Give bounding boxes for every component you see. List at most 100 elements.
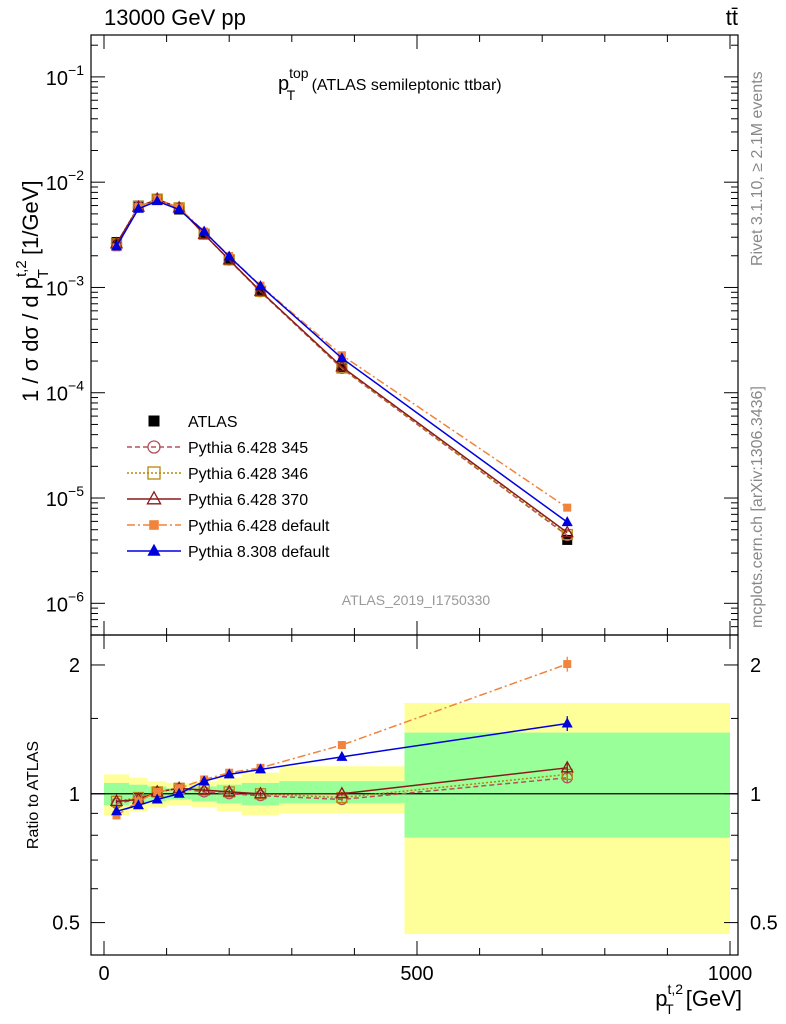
ratio-bands: [104, 702, 730, 935]
series-5-point-4: [198, 225, 210, 236]
series-5-point-8: [561, 516, 573, 527]
y-tick-exp: −1: [68, 62, 84, 78]
y-tick-base: 10: [46, 278, 68, 300]
x-axis-label: pt,2 T [GeV]: [655, 981, 742, 1017]
ratio-4-point-8: [561, 717, 573, 728]
ratio-4-point-0: [111, 805, 123, 816]
legend-marker-3: [146, 490, 162, 505]
rivet-label: Rivet 3.1.10, ≥ 2.1M events: [749, 71, 766, 266]
y-tick-exp: −4: [68, 378, 84, 394]
legend-marker-4: [149, 520, 159, 530]
ratio-4-point-1: [132, 799, 144, 810]
ratio-2-point-8: [560, 760, 574, 773]
y-tick-base: 10: [46, 384, 68, 406]
y-label-sup: t,2: [13, 260, 30, 277]
x-tick-label-2: 1000: [708, 963, 753, 985]
ratio-4-point-2: [151, 793, 163, 804]
y-axis-label-ratio: Ratio to ATLAS: [25, 741, 42, 849]
ratio-4-point-7: [336, 750, 348, 761]
y-axis-label-top: 1 / σ dσ / d pt,2 T [1/GeV]: [13, 180, 52, 402]
ratio-4-point-3: [173, 787, 185, 798]
y-tick-label-ratio-right-2: 2: [750, 655, 761, 677]
y-tick-label-top-2: 10−4: [46, 378, 84, 406]
ratio-4-point-6: [255, 763, 266, 774]
series-5-point-1: [132, 202, 144, 213]
y-tick-label-ratio-right-0: 0.5: [750, 913, 778, 935]
title-sup: top: [289, 65, 309, 81]
series-3-point-7: [335, 359, 349, 372]
y-label-part1: 1 / σ dσ / d p: [18, 277, 43, 402]
series-5-point-5: [223, 250, 235, 261]
x-label-sup: t,2: [668, 981, 684, 997]
y-tick-label-top-5: 10−1: [46, 62, 84, 90]
x-label-unit: [GeV]: [680, 986, 742, 1011]
legend-marker-5: [147, 543, 161, 556]
y-tick-label-ratio-2: 2: [69, 655, 80, 677]
x-tick-label-0: 0: [98, 963, 109, 985]
ratio-series: [109, 656, 574, 820]
series-5-point-3: [173, 203, 185, 214]
ratio-3-point-8: [563, 660, 572, 669]
ratio-4-point-4: [198, 775, 210, 786]
header-right: tt̄: [726, 5, 738, 30]
y-tick-base: 10: [46, 68, 68, 90]
legend-label-5: Pythia 8.308 default: [188, 544, 330, 561]
y-tick-label-ratio-right-1: 1: [750, 784, 761, 806]
legend-label-2: Pythia 6.428 346: [188, 466, 308, 483]
legend-marker-0: [148, 415, 160, 427]
series-2-point-7: [336, 362, 348, 374]
y-tick-label-ratio-0: 0.5: [52, 913, 80, 935]
legend-marker-1: [147, 440, 161, 454]
mcplots-label: mcplots.cern.ch [arXiv:1306.3436]: [749, 386, 766, 628]
y-tick-base: 10: [46, 594, 68, 616]
ratio-plot-frame: [90, 634, 739, 956]
x-label-sub: T: [665, 1001, 674, 1017]
analysis-id: ATLAS_2019_I1750330: [342, 592, 491, 608]
series-4-point-8: [563, 503, 572, 512]
legend-label-4: Pythia 6.428 default: [188, 518, 330, 535]
series-5-point-0: [111, 240, 123, 251]
title-main: p: [278, 73, 289, 95]
y-tick-label-top-1: 10−5: [46, 483, 84, 511]
y-tick-label-top-0: 10−6: [46, 588, 84, 616]
y-tick-base: 10: [46, 173, 68, 195]
ratio-2-point-6: [253, 786, 268, 799]
y-tick-label-ratio-1: 1: [69, 784, 80, 806]
legend-label-1: Pythia 6.428 345: [188, 440, 308, 457]
series-3-point-8: [560, 525, 574, 538]
y-tick-label-top-4: 10−2: [46, 167, 84, 195]
series-3-point-6: [253, 283, 268, 296]
series-5-point-2: [151, 195, 163, 206]
series-5-point-6: [255, 280, 266, 291]
ratio-2-point-5: [222, 784, 236, 797]
main-series: [109, 191, 574, 545]
legend-marker-2: [147, 466, 161, 480]
legend-label-0: ATLAS: [188, 414, 238, 431]
x-label-main: p: [655, 986, 667, 1011]
title-rest: (ATLAS semileptonic ttbar): [307, 77, 501, 94]
ratio-2-point-7: [335, 786, 349, 799]
legend-label-3: Pythia 6.428 370: [188, 492, 308, 509]
y-tick-exp: −2: [68, 167, 84, 183]
y-tick-base: 10: [46, 489, 68, 511]
y-label-unit: [1/GeV]: [18, 180, 43, 261]
ratio-line-3: [116, 663, 568, 817]
ratio-3-point-7: [337, 741, 346, 750]
y-tick-exp: −6: [68, 588, 84, 604]
series-5-point-7: [336, 352, 348, 363]
band-inner-8: [404, 732, 730, 838]
y-tick-exp: −5: [68, 483, 84, 499]
ratio-3-point-0: [112, 811, 121, 820]
title-sub: T: [287, 87, 296, 103]
y-label-sub: T: [35, 269, 52, 278]
legend: ATLAS Pythia 6.428 345 Pythia 6.428 346 Pyt…: [127, 414, 330, 561]
x-tick-label-1: 500: [400, 963, 433, 985]
ratio-3-point-2: [153, 787, 162, 796]
plot-title: ptop T (ATLAS semileptonic ttbar): [278, 65, 502, 103]
header-left: 13000 GeV pp: [104, 5, 246, 30]
ratio-2-point-4: [197, 782, 211, 795]
y-tick-label-top-3: 10−3: [46, 272, 84, 300]
y-tick-exp: −3: [68, 272, 84, 288]
